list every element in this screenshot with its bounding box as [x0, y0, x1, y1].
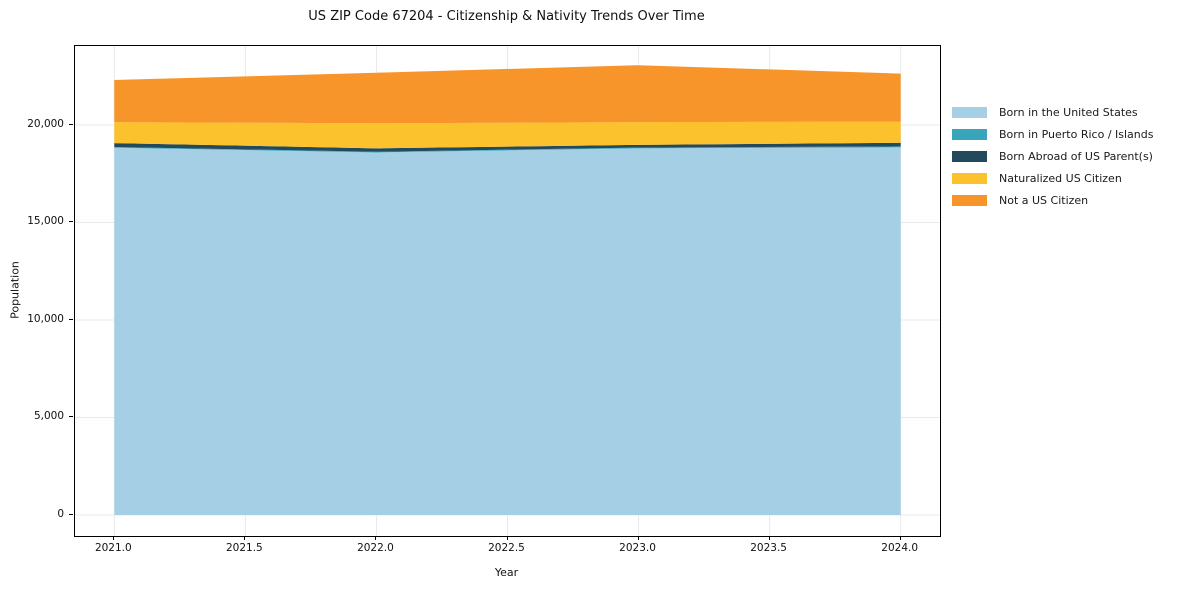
- y-tick-label: 15,000: [27, 215, 64, 228]
- x-tick-mark: [506, 536, 508, 540]
- legend-item-4: Not a US Citizen: [952, 194, 1153, 207]
- legend-label: Naturalized US Citizen: [999, 172, 1122, 185]
- legend-item-2: Born Abroad of US Parent(s): [952, 150, 1153, 163]
- y-axis-label: Population: [8, 261, 22, 319]
- y-tick-mark: [69, 221, 73, 223]
- legend-item-1: Born in Puerto Rico / Islands: [952, 128, 1153, 141]
- x-tick-label: 2024.0: [881, 542, 919, 554]
- y-tick-label: 5,000: [33, 410, 64, 423]
- area-series-1: [114, 146, 901, 153]
- area-series-2: [114, 142, 901, 152]
- x-tick-label: 2022.5: [488, 542, 525, 554]
- x-tick-mark: [375, 536, 377, 540]
- x-tick-mark: [113, 536, 115, 540]
- y-tick-label: 10,000: [27, 312, 64, 325]
- x-tick-label: 2021.5: [226, 542, 263, 554]
- legend-swatch-icon: [952, 107, 987, 118]
- legend-label: Born in the United States: [999, 106, 1138, 119]
- area-series-3: [114, 121, 901, 149]
- plot-area: [74, 45, 941, 537]
- y-tick-label: 0: [57, 507, 64, 520]
- legend-swatch-icon: [952, 129, 987, 140]
- area-series-0: [114, 147, 901, 515]
- legend-label: Born in Puerto Rico / Islands: [999, 128, 1154, 141]
- y-tick-label: 20,000: [27, 117, 64, 130]
- x-tick-mark: [637, 536, 639, 540]
- legend-label: Not a US Citizen: [999, 194, 1089, 207]
- stacked-area-plot: [75, 46, 940, 536]
- legend-swatch-icon: [952, 195, 987, 206]
- x-tick-label: 2021.0: [94, 542, 132, 554]
- legend: Born in the United States Born in Puerto …: [952, 106, 1153, 216]
- x-tick-label: 2022.0: [357, 542, 394, 554]
- legend-label: Born Abroad of US Parent(s): [999, 150, 1153, 163]
- legend-item-0: Born in the United States: [952, 106, 1153, 119]
- x-axis-label: Year: [494, 566, 519, 579]
- y-tick-mark: [69, 318, 73, 320]
- x-tick-mark: [768, 536, 770, 540]
- x-tick-mark: [244, 536, 246, 540]
- chart-title: US ZIP Code 67204 - Citizenship & Nativi…: [308, 9, 705, 24]
- x-tick-label: 2023.5: [750, 542, 787, 554]
- x-tick-mark: [899, 536, 901, 540]
- legend-swatch-icon: [952, 173, 987, 184]
- legend-item-3: Naturalized US Citizen: [952, 172, 1153, 185]
- y-tick-mark: [69, 513, 73, 515]
- x-tick-label: 2023.0: [619, 542, 656, 554]
- y-tick-mark: [69, 123, 73, 125]
- legend-swatch-icon: [952, 151, 987, 162]
- area-series-4: [114, 65, 901, 124]
- y-tick-mark: [69, 416, 73, 418]
